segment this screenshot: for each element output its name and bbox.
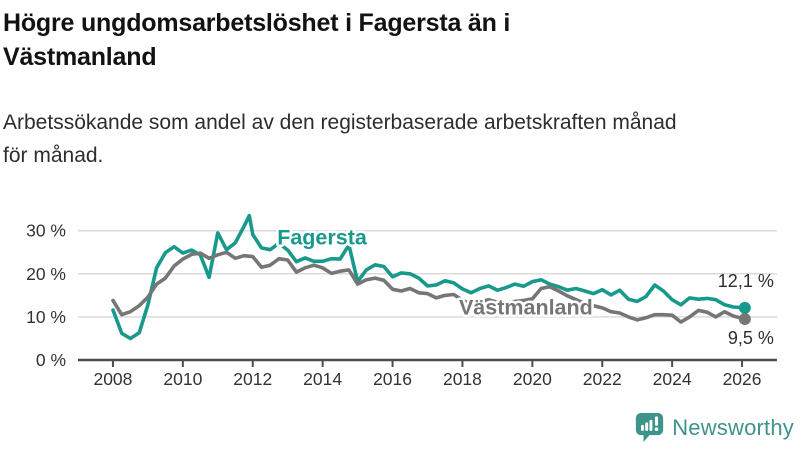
chart-subtitle: Arbetssökande som andel av den registerb… bbox=[3, 106, 783, 172]
x-tick-label: 2018 bbox=[443, 369, 482, 389]
bar-chart-speech-bubble-icon bbox=[636, 413, 664, 442]
x-tick-label: 2024 bbox=[653, 369, 692, 389]
y-tick-label: 10 % bbox=[26, 307, 66, 327]
page-title-line-1: Högre ungdomsarbetslöshet i Fagersta än … bbox=[3, 9, 511, 37]
end-value-label-vstmanland: 9,5 % bbox=[728, 328, 774, 348]
end-value-label-fagersta: 12,1 % bbox=[718, 271, 774, 291]
x-tick-label: 2008 bbox=[93, 369, 132, 389]
newsworthy-logo: Newsworthy bbox=[635, 412, 794, 443]
x-tick-label: 2016 bbox=[373, 369, 412, 389]
x-tick-label: 2022 bbox=[583, 369, 622, 389]
series-end-dot-vstmanland bbox=[738, 313, 751, 326]
series-end-dot-fagersta bbox=[738, 301, 751, 314]
chart-subtitle-line-2: för månad. bbox=[3, 144, 104, 167]
page-title: Högre ungdomsarbetslöshet i Fagersta än … bbox=[3, 6, 763, 74]
x-tick-label: 2014 bbox=[303, 369, 342, 389]
series-label-fagersta: Fagersta bbox=[277, 225, 368, 249]
x-tick-label: 2010 bbox=[163, 369, 202, 389]
x-tick-label: 2026 bbox=[723, 369, 762, 389]
y-tick-label: 20 % bbox=[26, 264, 66, 284]
y-tick-label: 30 % bbox=[26, 221, 66, 241]
series-line-fagersta bbox=[111, 213, 747, 341]
series-label-vstmanland: Västmanland bbox=[459, 296, 593, 320]
bar-glyph-1 bbox=[641, 424, 645, 431]
newsworthy-wordmark: Newsworthy bbox=[672, 414, 794, 440]
x-tick-label: 2020 bbox=[513, 369, 552, 389]
y-tick-label: 0 % bbox=[36, 350, 66, 370]
series-line-vstmanland bbox=[111, 250, 747, 324]
x-tick-label: 2012 bbox=[233, 369, 272, 389]
page-title-line-2: Västmanland bbox=[3, 43, 157, 71]
exclamation-stem bbox=[655, 416, 659, 426]
bar-glyph-3 bbox=[649, 419, 653, 431]
exclamation-dot bbox=[654, 427, 659, 431]
bar-glyph-2 bbox=[645, 422, 649, 431]
chart-subtitle-line-1: Arbetssökande som andel av den registerb… bbox=[3, 111, 677, 134]
